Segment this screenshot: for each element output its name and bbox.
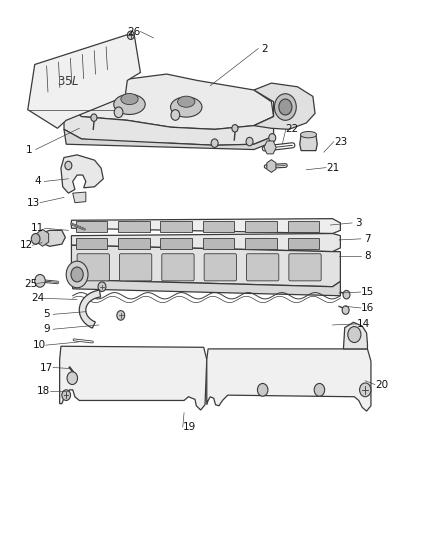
Polygon shape (64, 102, 274, 146)
Polygon shape (254, 83, 315, 130)
Text: 16: 16 (361, 303, 374, 313)
Text: 19: 19 (183, 422, 196, 432)
Circle shape (258, 383, 268, 396)
Polygon shape (79, 290, 101, 328)
Circle shape (211, 139, 218, 148)
FancyBboxPatch shape (160, 238, 192, 249)
Circle shape (35, 274, 45, 287)
FancyBboxPatch shape (76, 221, 107, 232)
Polygon shape (264, 141, 276, 154)
FancyBboxPatch shape (76, 238, 107, 249)
Polygon shape (73, 192, 86, 203)
Circle shape (65, 161, 72, 169)
Polygon shape (60, 346, 207, 410)
Text: 1: 1 (26, 144, 32, 155)
Text: 12: 12 (19, 240, 33, 250)
FancyBboxPatch shape (118, 221, 150, 232)
Ellipse shape (121, 93, 138, 104)
FancyBboxPatch shape (204, 254, 237, 281)
FancyBboxPatch shape (289, 254, 321, 281)
Text: 26: 26 (127, 27, 141, 37)
Circle shape (269, 134, 276, 142)
Text: 21: 21 (326, 163, 339, 173)
Text: 15: 15 (361, 287, 374, 297)
Circle shape (31, 233, 40, 244)
FancyBboxPatch shape (118, 238, 150, 249)
FancyBboxPatch shape (288, 238, 319, 249)
Text: 5: 5 (43, 309, 50, 319)
FancyBboxPatch shape (288, 221, 319, 232)
Ellipse shape (114, 94, 145, 115)
FancyBboxPatch shape (203, 238, 234, 249)
Text: 10: 10 (32, 340, 46, 350)
Circle shape (62, 390, 71, 400)
Circle shape (67, 372, 78, 384)
Ellipse shape (178, 96, 195, 107)
Polygon shape (71, 272, 340, 296)
FancyBboxPatch shape (120, 254, 152, 281)
Circle shape (348, 327, 361, 343)
Text: 25: 25 (24, 279, 37, 288)
Polygon shape (267, 160, 276, 172)
Text: 9: 9 (43, 324, 50, 334)
Circle shape (360, 383, 371, 397)
Circle shape (314, 383, 325, 396)
FancyBboxPatch shape (77, 254, 110, 281)
FancyBboxPatch shape (203, 221, 234, 232)
Text: 23: 23 (334, 136, 347, 147)
Polygon shape (36, 229, 49, 246)
Polygon shape (28, 33, 141, 128)
FancyBboxPatch shape (247, 254, 279, 281)
Text: 2: 2 (261, 44, 268, 53)
Circle shape (342, 306, 349, 314)
Circle shape (171, 110, 180, 120)
Polygon shape (61, 155, 103, 193)
Circle shape (279, 99, 292, 115)
Text: 18: 18 (37, 386, 50, 397)
Circle shape (71, 267, 83, 282)
Text: 17: 17 (40, 362, 53, 373)
FancyBboxPatch shape (160, 221, 192, 232)
Text: 8: 8 (364, 251, 371, 261)
FancyBboxPatch shape (162, 254, 194, 281)
Text: 11: 11 (31, 223, 44, 233)
Polygon shape (64, 130, 274, 150)
Text: $\it{35L}$: $\it{35L}$ (57, 75, 80, 88)
Circle shape (117, 311, 125, 320)
Circle shape (275, 94, 296, 120)
Circle shape (343, 290, 350, 299)
Text: 13: 13 (27, 198, 40, 208)
Polygon shape (71, 233, 340, 252)
Circle shape (114, 107, 123, 118)
Text: 14: 14 (357, 319, 370, 329)
Polygon shape (300, 135, 317, 151)
Polygon shape (71, 245, 340, 287)
Circle shape (127, 31, 134, 39)
FancyBboxPatch shape (245, 221, 277, 232)
Polygon shape (71, 219, 340, 233)
Polygon shape (207, 349, 371, 411)
Circle shape (66, 261, 88, 288)
Ellipse shape (300, 132, 317, 138)
Ellipse shape (170, 97, 202, 117)
Text: 24: 24 (31, 293, 44, 303)
Circle shape (98, 282, 106, 292)
Circle shape (232, 125, 238, 132)
Text: 20: 20 (375, 379, 388, 390)
FancyBboxPatch shape (245, 238, 277, 249)
Polygon shape (64, 74, 274, 130)
Text: 22: 22 (286, 124, 299, 134)
Text: 3: 3 (355, 218, 362, 228)
Circle shape (246, 138, 253, 146)
Polygon shape (343, 322, 367, 349)
Polygon shape (36, 230, 65, 246)
Text: 7: 7 (364, 234, 371, 244)
Circle shape (91, 114, 97, 122)
Text: 4: 4 (35, 176, 41, 187)
